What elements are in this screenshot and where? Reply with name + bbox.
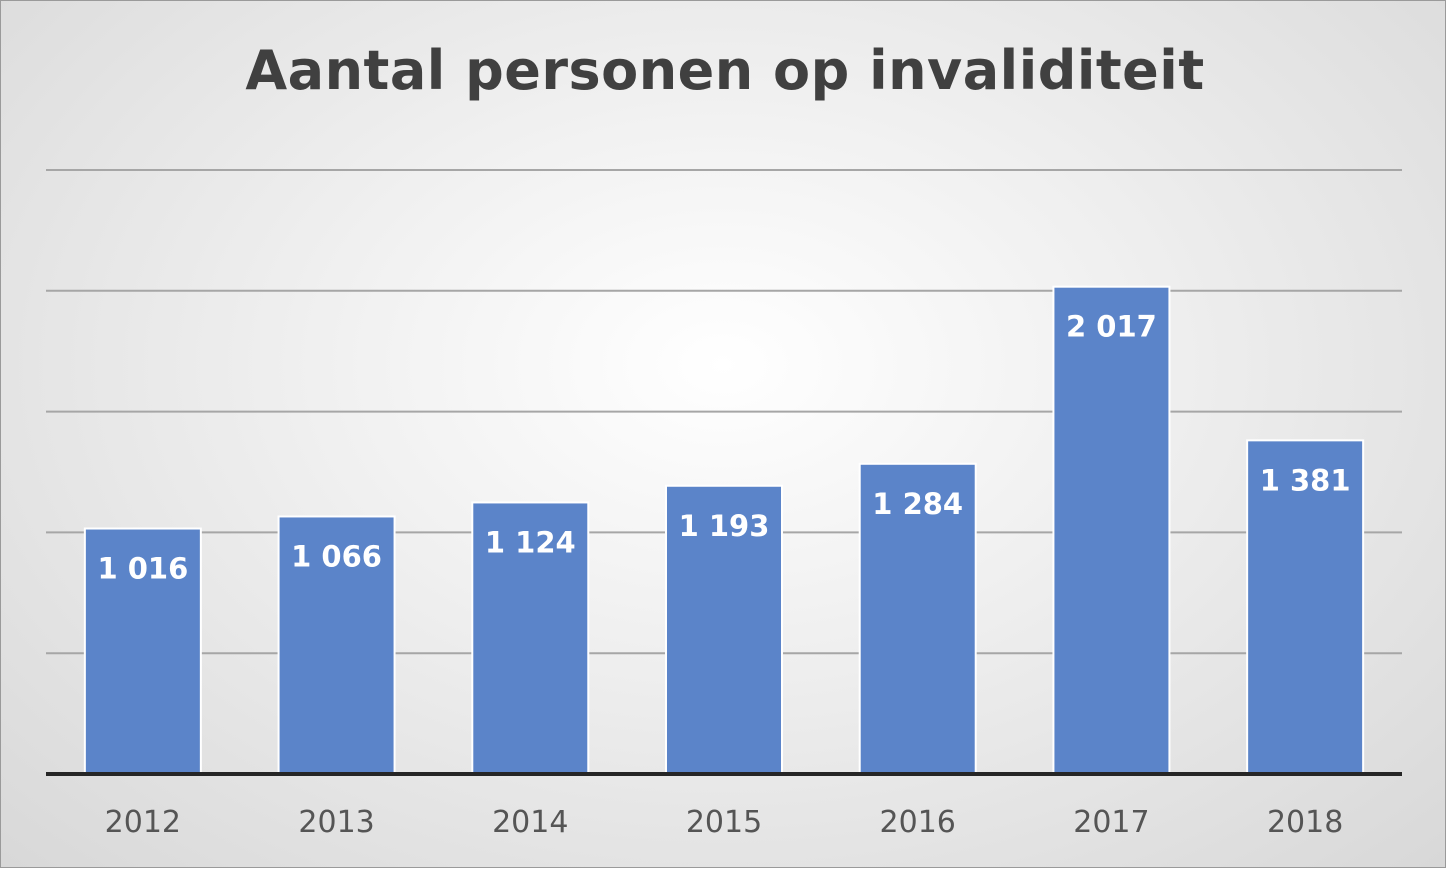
bar-2012 [83,527,202,776]
bar-2018 [1246,439,1365,775]
bars [83,285,1365,776]
x-tick-label-2012: 2012 [105,805,181,840]
data-label-2018: 1 381 [1260,463,1351,497]
chart-title: Aantal personen op invaliditeit [245,39,1205,102]
x-tick-labels: 2012 2013 2014 2015 2016 2017 2018 [105,805,1344,840]
bar-2017 [1052,285,1171,775]
data-label-2015: 1 193 [679,509,770,543]
bar-2016 [858,462,977,775]
data-label-2012: 1 016 [97,552,188,586]
bar-2015 [665,484,783,775]
data-label-2013: 1 066 [291,539,382,573]
data-label-2017: 2 017 [1066,310,1157,344]
bar-2013 [277,515,396,775]
x-tick-label-2013: 2013 [298,805,374,840]
data-label-2014: 1 124 [485,525,576,559]
data-labels: 1 016 1 066 1 124 1 193 1 284 2 017 1 381 [97,310,1350,586]
bar-2014 [471,501,590,775]
x-tick-label-2018: 2018 [1267,805,1343,840]
x-tick-label-2015: 2015 [686,805,762,840]
data-label-2016: 1 284 [872,487,963,521]
x-tick-label-2016: 2016 [880,805,956,840]
x-tick-label-2014: 2014 [492,805,568,840]
x-tick-label-2017: 2017 [1073,805,1149,840]
